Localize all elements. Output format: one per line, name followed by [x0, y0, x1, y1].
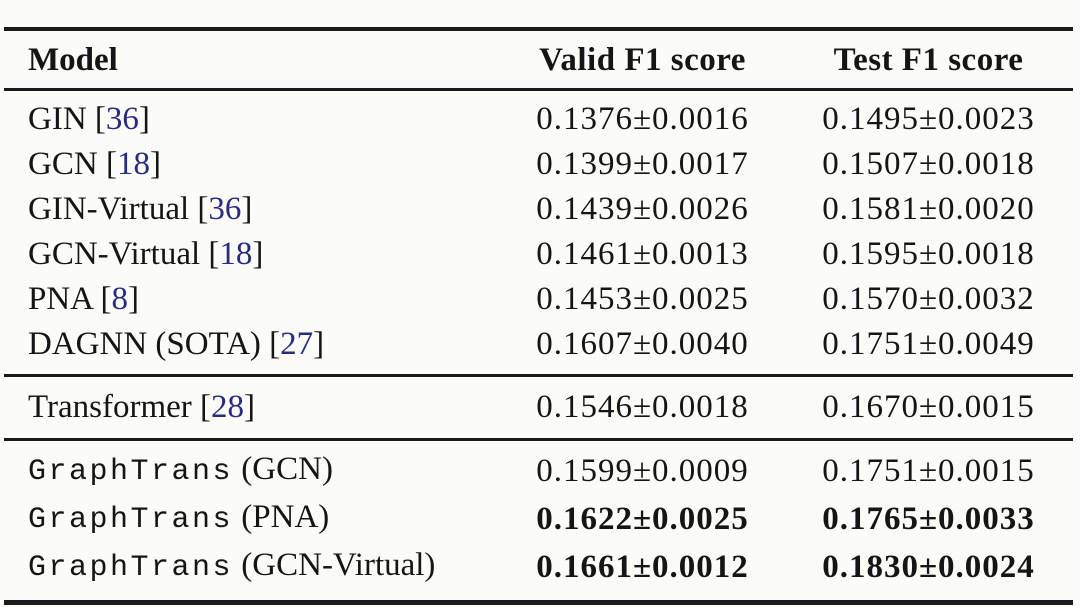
- citation-bracket-open: [: [269, 326, 281, 362]
- citation-bracket-close: ]: [149, 146, 161, 182]
- test-f1-cell: 0.1581±0.0020: [822, 191, 1035, 227]
- header-row: Model Valid F1 score Test F1 score: [4, 29, 1073, 90]
- citation-bracket-open: [: [105, 146, 117, 182]
- model-name: GraphTrans: [28, 455, 234, 489]
- model-name: GCN-Virtual: [28, 236, 201, 272]
- valid-f1-cell: 0.1399±0.0017: [536, 146, 749, 182]
- citation-bracket-close: ]: [138, 101, 150, 137]
- column-header-test-f1: Test F1 score: [833, 42, 1024, 78]
- citation-bracket-open: [: [200, 389, 212, 425]
- model-cell: GraphTrans (GCN): [4, 440, 501, 496]
- test-f1-cell: 0.1507±0.0018: [822, 146, 1035, 182]
- test-f1-cell: 0.1830±0.0024: [822, 548, 1035, 585]
- model-variant-label: (GCN-Virtual): [233, 547, 436, 583]
- citation-link[interactable]: 36: [208, 191, 242, 227]
- model-variant-label: (PNA): [233, 499, 330, 535]
- table-row: PNA [8] 0.1453±0.0025 0.1570±0.0032: [4, 277, 1073, 322]
- model-cell: GIN [36]: [4, 90, 501, 143]
- table-header: Model Valid F1 score Test F1 score: [4, 29, 1073, 90]
- table-row: GCN-Virtual [18] 0.1461±0.0013 0.1595±0.00…: [4, 232, 1073, 277]
- table-row: GraphTrans (GCN) 0.1599±0.0009 0.1751±0.00…: [4, 440, 1073, 496]
- table-row: Transformer [28] 0.1546±0.0018 0.1670±0.00…: [4, 376, 1073, 440]
- valid-f1-cell: 0.1546±0.0018: [536, 389, 749, 425]
- row-group-transformer: Transformer [28] 0.1546±0.0018 0.1670±0.00…: [4, 376, 1073, 440]
- model-name: GCN: [28, 146, 98, 182]
- valid-f1-cell: 0.1622±0.0025: [536, 500, 749, 537]
- row-group-graphtrans: GraphTrans (GCN) 0.1599±0.0009 0.1751±0.00…: [4, 440, 1073, 603]
- model-name: GraphTrans: [28, 503, 234, 537]
- citation-bracket-close: ]: [313, 326, 325, 362]
- citation-link[interactable]: 18: [116, 146, 150, 182]
- model-cell: GCN-Virtual [18]: [4, 232, 501, 277]
- citation-bracket-open: [: [208, 236, 220, 272]
- valid-f1-cell: 0.1439±0.0026: [536, 191, 749, 227]
- citation-link[interactable]: 27: [280, 326, 314, 362]
- table-row: DAGNN (SOTA) [27] 0.1607±0.0040 0.1751±0.0…: [4, 322, 1073, 376]
- citation-bracket-close: ]: [127, 281, 139, 317]
- citation-bracket-open: [: [197, 191, 209, 227]
- valid-f1-cell: 0.1461±0.0013: [536, 236, 749, 272]
- citation-bracket-open: [: [94, 101, 106, 137]
- model-name: Transformer: [28, 389, 192, 425]
- model-name: GraphTrans: [28, 551, 234, 585]
- citation-link[interactable]: 18: [219, 236, 253, 272]
- table-row: GCN [18] 0.1399±0.0017 0.1507±0.0018: [4, 142, 1073, 187]
- model-cell: GraphTrans (GCN-Virtual): [4, 543, 501, 603]
- model-variant-label: (GCN): [233, 451, 333, 487]
- valid-f1-cell: 0.1607±0.0040: [536, 326, 749, 362]
- model-name: PNA: [28, 281, 93, 317]
- citation-bracket-close: ]: [244, 389, 256, 425]
- citation-bracket-close: ]: [241, 191, 253, 227]
- citation-link[interactable]: 8: [111, 281, 128, 317]
- test-f1-cell: 0.1495±0.0023: [822, 101, 1035, 137]
- model-name: DAGNN (SOTA): [28, 326, 261, 362]
- model-cell: PNA [8]: [4, 277, 501, 322]
- test-f1-cell: 0.1670±0.0015: [822, 389, 1035, 425]
- citation-bracket-open: [: [100, 281, 112, 317]
- valid-f1-cell: 0.1661±0.0012: [536, 548, 749, 585]
- model-cell: GIN-Virtual [36]: [4, 187, 501, 232]
- model-cell: GraphTrans (PNA): [4, 495, 501, 543]
- valid-f1-cell: 0.1599±0.0009: [536, 452, 749, 489]
- test-f1-cell: 0.1595±0.0018: [822, 236, 1035, 272]
- valid-f1-cell: 0.1453±0.0025: [536, 281, 749, 317]
- table-row: GIN [36] 0.1376±0.0016 0.1495±0.0023: [4, 90, 1073, 143]
- valid-f1-cell: 0.1376±0.0016: [536, 101, 749, 137]
- model-name: GIN-Virtual: [28, 191, 190, 227]
- test-f1-cell: 0.1765±0.0033: [822, 500, 1035, 537]
- citation-link[interactable]: 36: [105, 101, 139, 137]
- test-f1-cell: 0.1751±0.0049: [822, 326, 1035, 362]
- column-header-valid-f1: Valid F1 score: [539, 42, 746, 78]
- model-name: GIN: [28, 101, 87, 137]
- test-f1-cell: 0.1751±0.0015: [822, 452, 1035, 489]
- table-row: GraphTrans (GCN-Virtual) 0.1661±0.0012 0.1…: [4, 543, 1073, 603]
- citation-bracket-close: ]: [252, 236, 264, 272]
- model-cell: GCN [18]: [4, 142, 501, 187]
- table-row: GIN-Virtual [36] 0.1439±0.0026 0.1581±0.00…: [4, 187, 1073, 232]
- citation-link[interactable]: 28: [211, 389, 245, 425]
- row-group-gnn-baselines: GIN [36] 0.1376±0.0016 0.1495±0.0023 GCN [1…: [4, 90, 1073, 376]
- results-table: Model Valid F1 score Test F1 score GIN […: [4, 27, 1073, 605]
- table-row: GraphTrans (PNA) 0.1622±0.0025 0.1765±0.00…: [4, 495, 1073, 543]
- model-cell: Transformer [28]: [4, 376, 501, 440]
- test-f1-cell: 0.1570±0.0032: [822, 281, 1035, 317]
- model-cell: DAGNN (SOTA) [27]: [4, 322, 501, 376]
- column-header-model: Model: [28, 42, 118, 78]
